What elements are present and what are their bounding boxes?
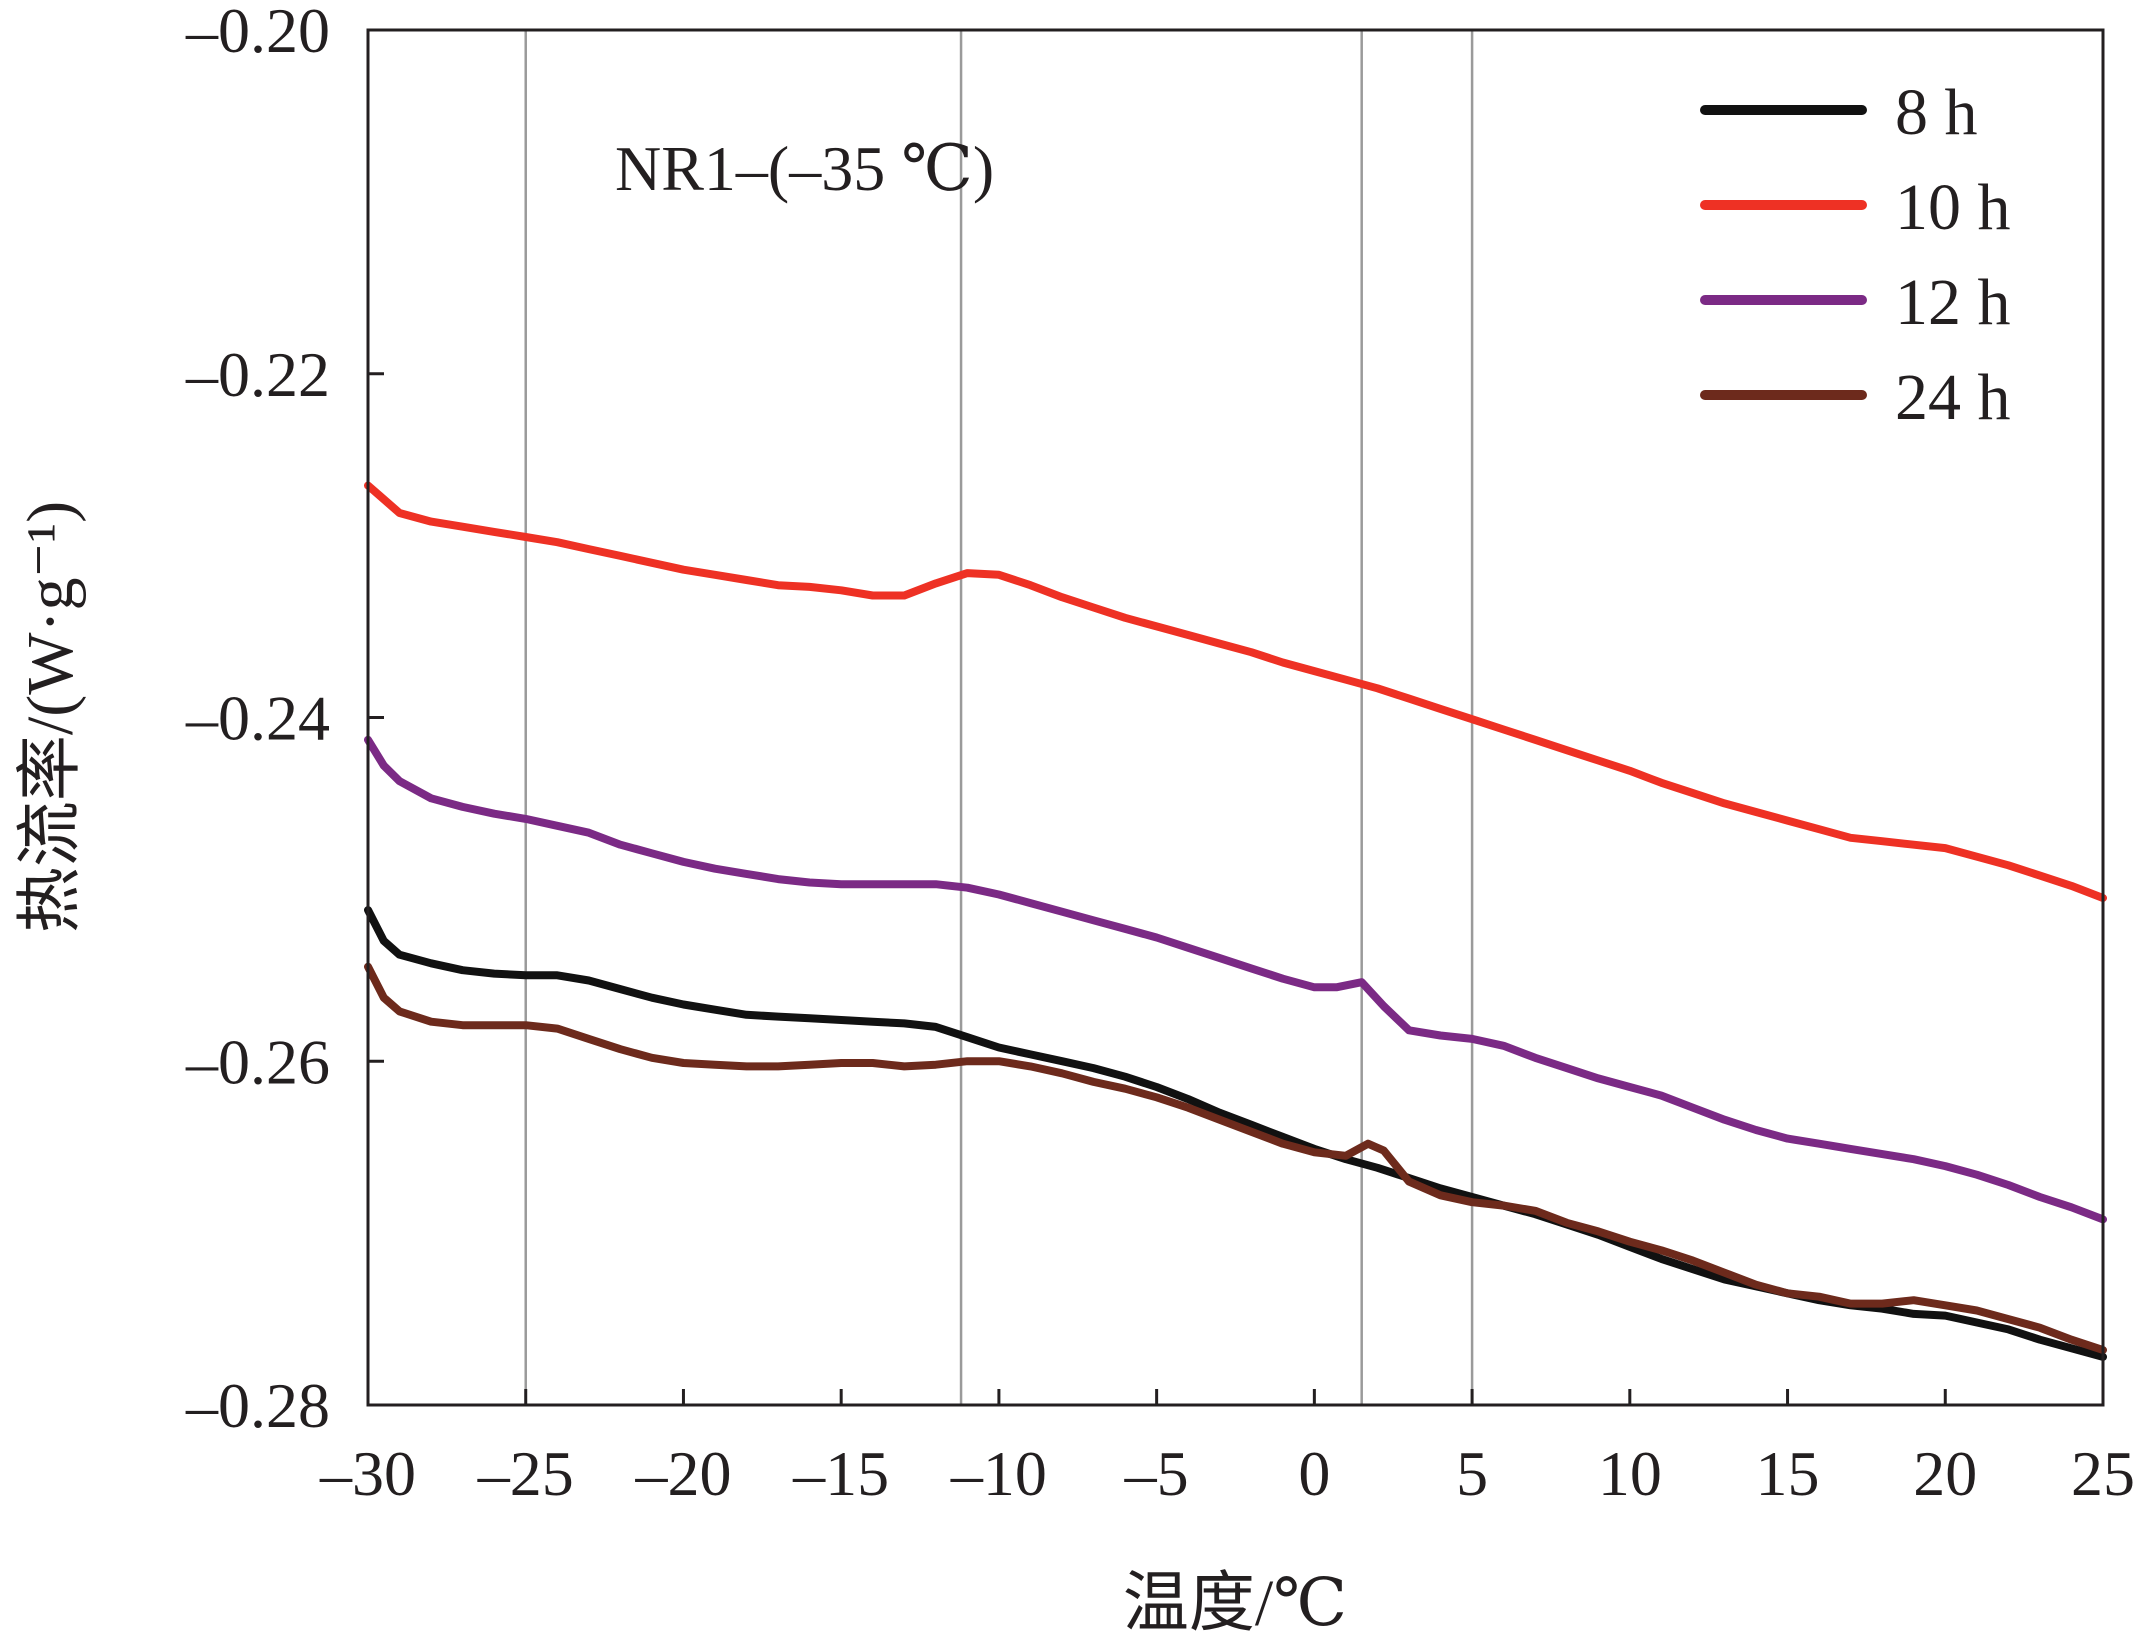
x-tick-label: 5 (1456, 1438, 1488, 1509)
x-tick-label: 10 (1598, 1438, 1662, 1509)
plot-frame (366, 28, 2105, 1407)
series-line (364, 735, 2107, 1224)
y-tick-label: –0.20 (185, 0, 330, 66)
x-tick-label: –10 (950, 1438, 1047, 1509)
x-tick-label: –25 (477, 1438, 574, 1509)
y-axis-label: 热流率/(W·g⁻¹) (14, 501, 87, 933)
y-tick-label: –0.28 (185, 1370, 330, 1441)
x-tick-label: –15 (792, 1438, 889, 1509)
x-tick-label: 25 (2071, 1438, 2135, 1509)
axis-ticks (366, 28, 2105, 1407)
series-line (364, 481, 2107, 902)
x-tick-label: –5 (1124, 1438, 1189, 1509)
series-lines (364, 481, 2107, 1361)
series-line (364, 906, 2107, 1361)
legend-label: 10 h (1895, 171, 2011, 244)
series-line (364, 962, 2107, 1354)
reference-lines (524, 30, 1474, 1405)
x-tick-label: –20 (634, 1438, 731, 1509)
x-axis-label: 温度/℃ (1123, 1567, 1347, 1638)
x-tick-labels: –30 –25 –20 –15 –10 –5 0 5 10 15 20 25 (319, 1438, 2135, 1509)
y-tick-labels: –0.28 –0.26 –0.24 –0.22 –0.20 (185, 0, 330, 1441)
legend-label: 12 h (1895, 266, 2011, 339)
chart-annotation: NR1–(–35 ℃) (615, 133, 994, 204)
legend: 8 h 10 h 12 h 24 h (1700, 76, 2011, 434)
y-tick-label: –0.26 (185, 1026, 330, 1097)
x-tick-label: 15 (1756, 1438, 1820, 1509)
legend-label: 8 h (1895, 76, 1978, 149)
x-tick-label: 20 (1913, 1438, 1977, 1509)
legend-label: 24 h (1895, 361, 2011, 434)
y-tick-label: –0.22 (185, 339, 330, 410)
y-tick-label: –0.24 (185, 683, 330, 754)
x-tick-label: –30 (319, 1438, 416, 1509)
x-tick-label: 0 (1298, 1438, 1330, 1509)
